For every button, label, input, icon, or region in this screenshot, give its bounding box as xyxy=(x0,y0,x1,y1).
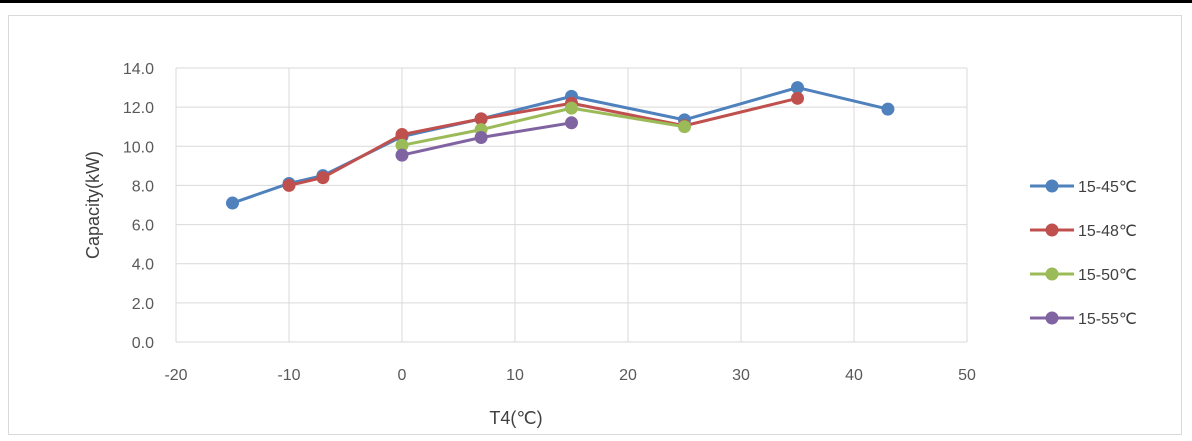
y-tick-label: 6.0 xyxy=(132,218,154,235)
data-point xyxy=(678,120,691,134)
x-tick-label: 10 xyxy=(506,367,524,384)
legend-label: 15-55℃ xyxy=(1078,311,1137,328)
legend-marker xyxy=(1045,267,1059,281)
data-point xyxy=(565,116,578,130)
data-point xyxy=(226,196,239,210)
data-point xyxy=(395,138,409,152)
y-axis-title: Capacity(kW) xyxy=(83,151,103,259)
data-series xyxy=(226,81,895,210)
x-tick-label: 50 xyxy=(958,367,976,384)
series-line xyxy=(400,106,686,147)
chart-area xyxy=(8,15,1182,435)
legend-item: 15-50℃ xyxy=(1030,267,1137,284)
x-tick-label: 0 xyxy=(398,367,407,384)
data-point xyxy=(565,101,578,115)
data-point xyxy=(395,148,409,162)
legend: 15-45℃ 15-48℃ 15-50℃ 15-55℃ xyxy=(1030,179,1137,328)
legend-label: 15-48℃ xyxy=(1078,223,1137,240)
legend-label: 15-50℃ xyxy=(1078,267,1137,284)
data-point xyxy=(474,130,488,144)
y-tick-label: 14.0 xyxy=(123,61,154,78)
legend-marker xyxy=(1045,311,1059,325)
legend-label: 15-45℃ xyxy=(1078,179,1137,196)
legend-marker xyxy=(1045,179,1059,193)
data-point xyxy=(791,81,804,95)
legend-marker xyxy=(1045,223,1059,237)
legend-item: 15-45℃ xyxy=(1030,179,1137,196)
x-tick-label: -10 xyxy=(277,367,300,384)
top-border xyxy=(0,0,1192,3)
data-point xyxy=(395,128,409,142)
data-point xyxy=(791,91,804,105)
y-tick-label: 10.0 xyxy=(123,139,154,156)
y-tick-label: 12.0 xyxy=(123,100,154,117)
legend-item: 15-55℃ xyxy=(1030,311,1137,328)
data-point xyxy=(316,171,330,185)
series-3 xyxy=(395,116,578,162)
series-line xyxy=(287,96,799,187)
y-tick-labels: 0.0 2.0 4.0 6.0 8.0 10.0 12.0 14.0 xyxy=(123,61,154,352)
x-tick-label: 20 xyxy=(619,367,637,384)
y-tick-label: 0.0 xyxy=(132,335,154,352)
y-tick-label: 8.0 xyxy=(132,178,154,195)
x-tick-labels: -20 -10 0 10 20 30 40 50 xyxy=(164,367,976,384)
y-tick-label: 4.0 xyxy=(132,257,154,274)
legend-item: 15-48℃ xyxy=(1030,223,1137,240)
x-tick-label: 40 xyxy=(845,367,863,384)
data-point xyxy=(474,112,488,126)
data-point xyxy=(282,178,296,192)
data-point xyxy=(881,102,895,116)
x-tick-label: 30 xyxy=(732,367,750,384)
x-axis-title: T4(℃) xyxy=(489,408,542,428)
y-tick-label: 2.0 xyxy=(132,296,154,313)
x-tick-label: -20 xyxy=(164,367,187,384)
